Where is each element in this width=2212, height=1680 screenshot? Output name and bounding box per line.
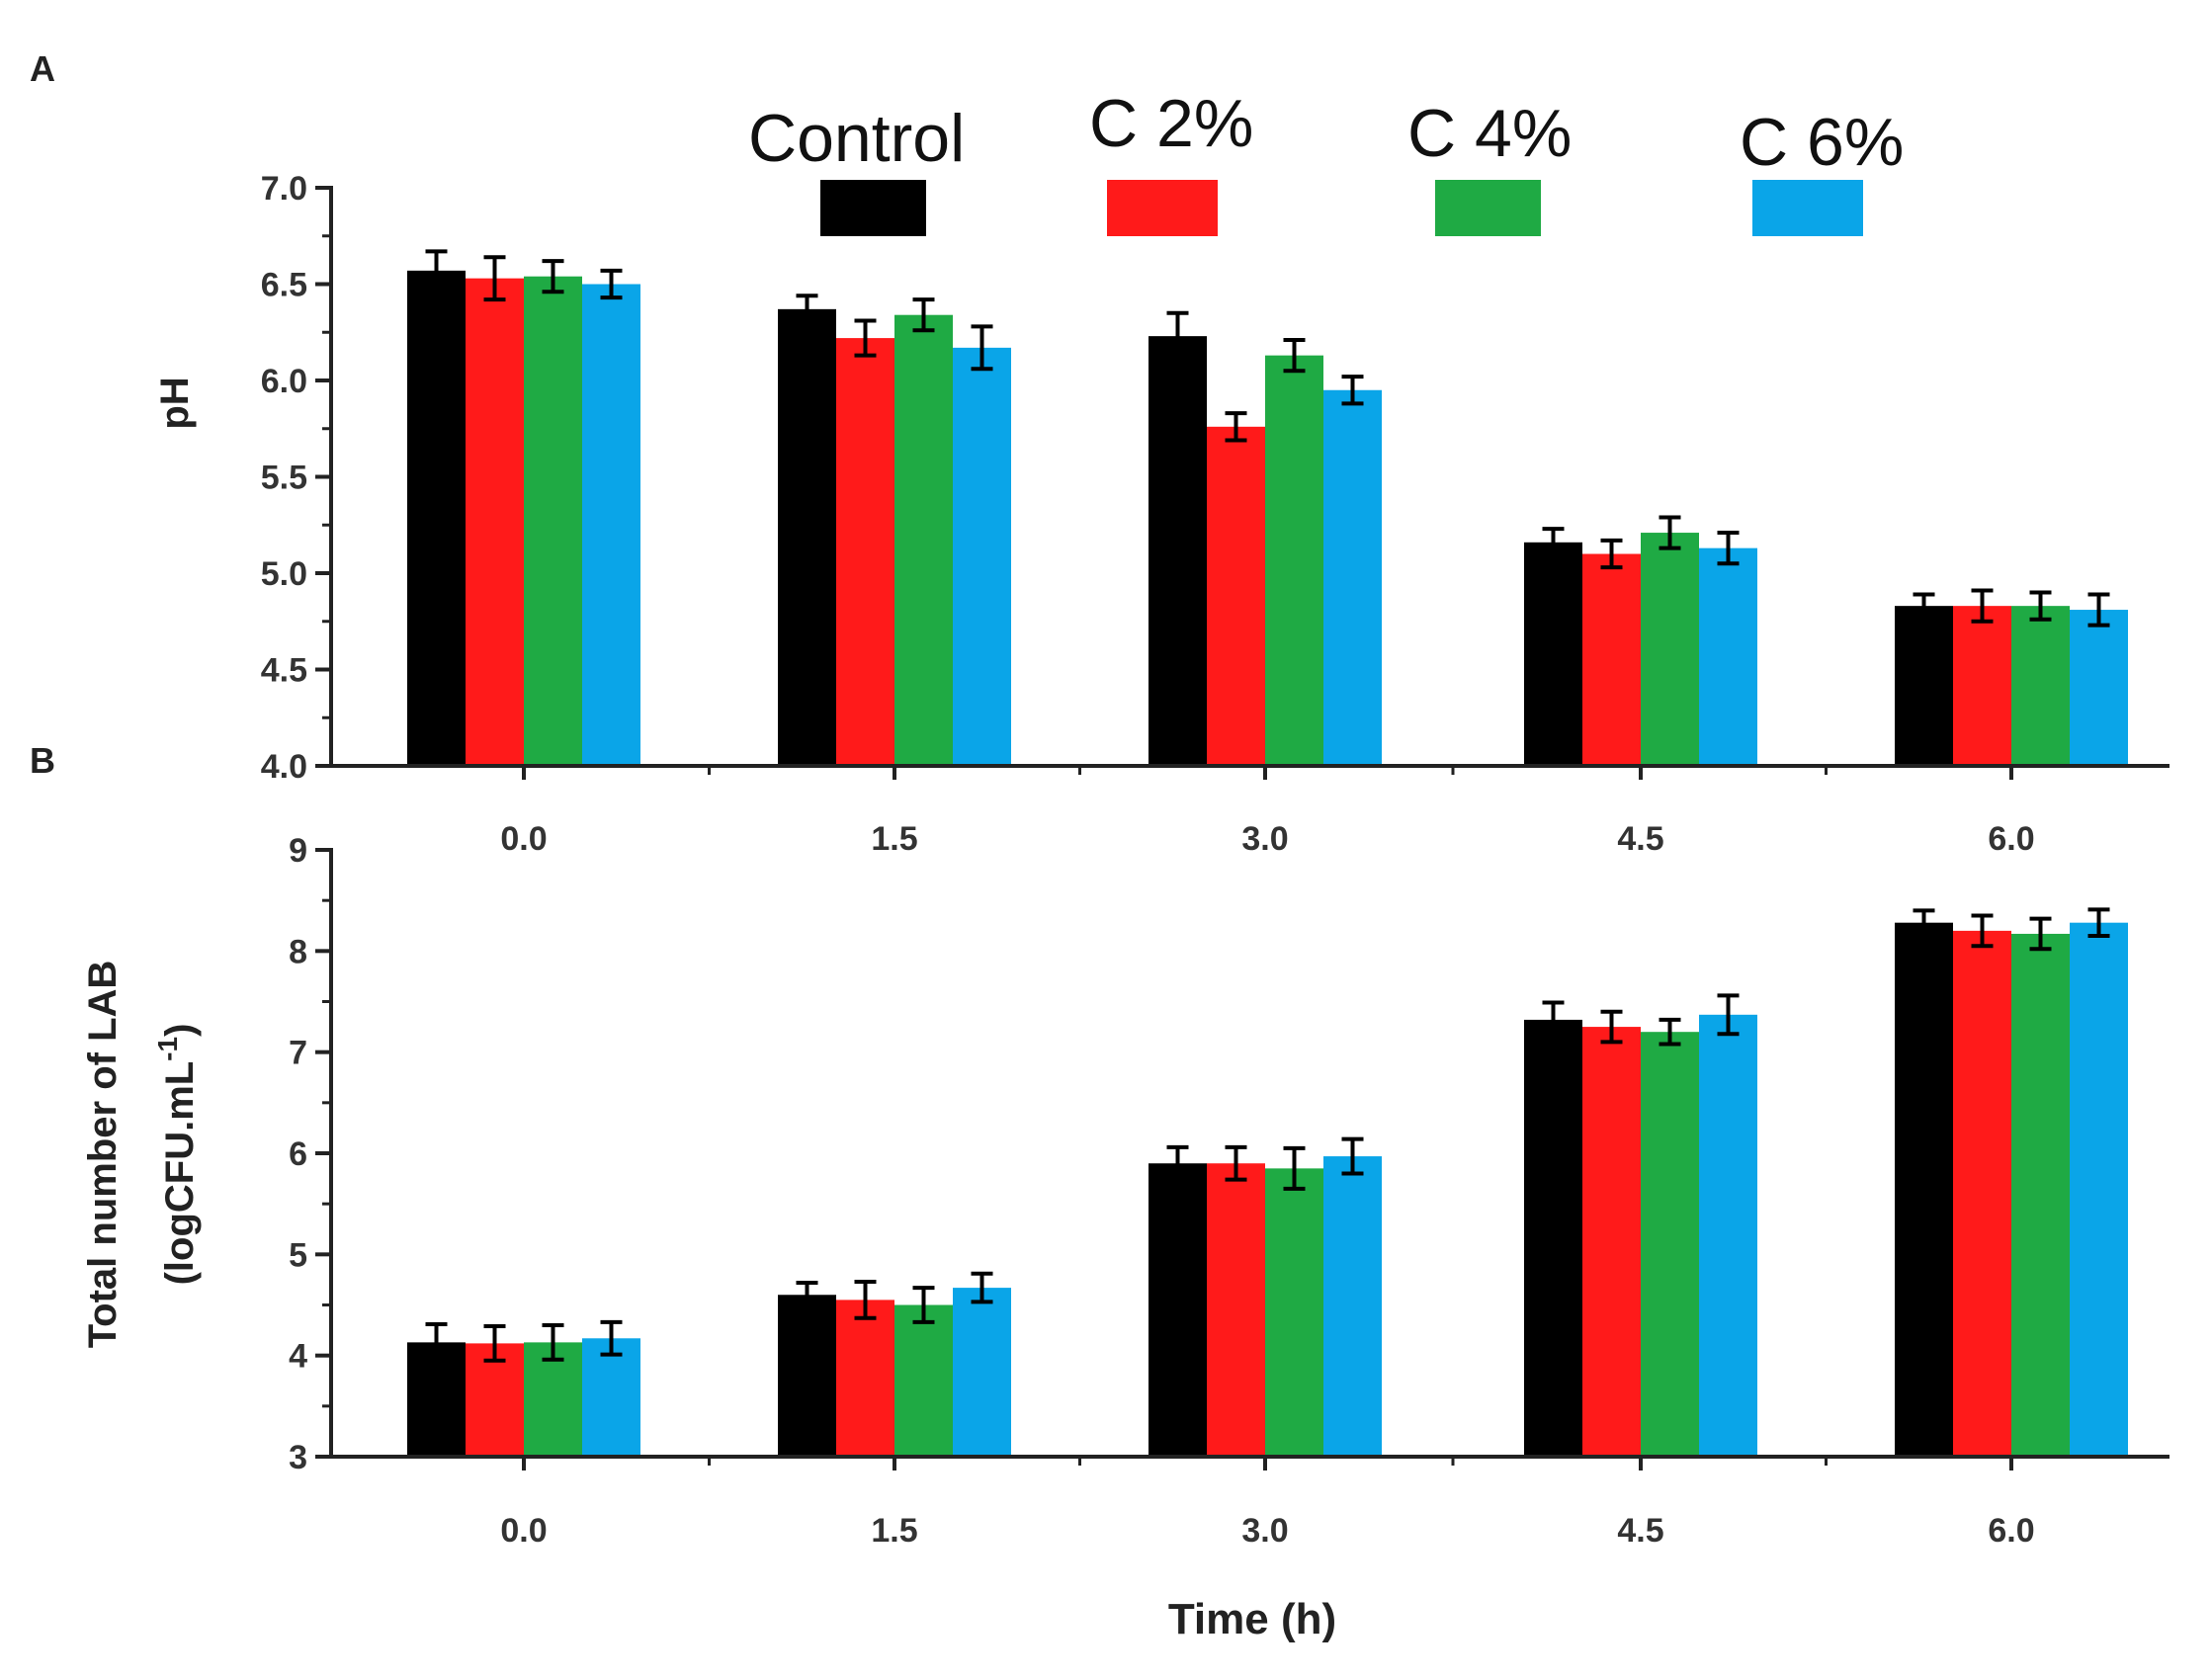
- panel-b-y-axis-label-line2: (logCFU.mL-1): [152, 1024, 202, 1286]
- panel-a-bar-3_0-series-1: [1207, 426, 1265, 766]
- panel-a-bar-4_5-series-3: [1699, 547, 1757, 766]
- panel-a-y-tick-label: 6.5: [261, 267, 307, 304]
- panel-b-y-tick-label: 8: [289, 933, 307, 970]
- panel-b-chart: 3 4 5 6 7 8 9 0.0 1.5 3.0 4.5 6.0: [289, 832, 2169, 1550]
- legend-label-c4: C 4%: [1407, 96, 1572, 171]
- panel-b-bar-6_0-series-2: [2011, 933, 2070, 1457]
- panel-b-bar-3_0-series-2: [1265, 1168, 1323, 1457]
- panel-a-bar-6_0-series-2: [2011, 606, 2070, 766]
- panel-a-y-tick-label: 5.0: [261, 555, 307, 593]
- panel-a-bar-0_0-series-1: [466, 278, 524, 766]
- panel-b-x-tick-label: 1.5: [871, 1512, 917, 1550]
- panel-b-y-tick-label: 3: [289, 1439, 307, 1476]
- panel-a-y-tick-label: 6.0: [261, 363, 307, 400]
- panel-b-y-tick-label: 4: [289, 1338, 307, 1376]
- panel-b-bar-3_0-series-1: [1207, 1163, 1265, 1457]
- panel-b-x-tick-label: 0.0: [500, 1512, 547, 1550]
- legend-label-control: Control: [748, 101, 965, 176]
- legend-swatch-c2: [1107, 180, 1218, 236]
- panel-b-y-tick-label: 9: [289, 832, 307, 870]
- panel-a-bar-1_5-series-2: [894, 314, 953, 766]
- panel-b-x-tick-label: 6.0: [1988, 1512, 2034, 1550]
- panel-a-x-tick-label: 6.0: [1988, 820, 2034, 858]
- panel-a-y-tick-label: 5.5: [261, 460, 307, 497]
- panel-b-y-tick-label: 6: [289, 1135, 307, 1173]
- panel-a-y-tick-label: 7.0: [261, 170, 307, 208]
- panel-a-y-tick-label: 4.5: [261, 652, 307, 690]
- panel-a-bar-6_0-series-0: [1895, 606, 1953, 766]
- panel-a-bar-1_5-series-0: [778, 308, 836, 766]
- panel-b-bar-6_0-series-1: [1953, 930, 2011, 1457]
- panel-b-bar-1_5-series-0: [778, 1295, 836, 1457]
- panel-a-letter: A: [30, 48, 55, 89]
- panel-a-x-tick-label: 1.5: [871, 820, 917, 858]
- legend-label-c6: C 6%: [1740, 105, 1904, 180]
- legend-swatch-control: [820, 180, 926, 236]
- panel-a-bar-4_5-series-2: [1641, 533, 1699, 766]
- panel-b-bar-4_5-series-0: [1524, 1019, 1582, 1457]
- panel-b-bar-3_0-series-3: [1323, 1156, 1382, 1457]
- panel-a-bar-1_5-series-1: [836, 338, 894, 766]
- panel-b-bar-4_5-series-2: [1641, 1032, 1699, 1457]
- panel-b-bar-1_5-series-1: [836, 1300, 894, 1457]
- panel-b-x-axis-label: Time (h): [1168, 1595, 1336, 1643]
- legend: Control C 2% C 4% C 6%: [748, 86, 1904, 236]
- panel-b-bar-6_0-series-0: [1895, 922, 1953, 1457]
- panel-b-y-axis-label-line1: Total number of LAB: [81, 961, 125, 1349]
- panel-b-bar-0_0-series-3: [582, 1338, 640, 1457]
- panel-b-x-tick-label: 3.0: [1241, 1512, 1288, 1550]
- panel-a-bar-0_0-series-0: [407, 270, 466, 766]
- panel-a-bar-4_5-series-0: [1524, 542, 1582, 766]
- panel-b-bar-1_5-series-3: [953, 1288, 1011, 1457]
- panel-b-bar-4_5-series-3: [1699, 1014, 1757, 1457]
- panel-b-bar-1_5-series-2: [894, 1304, 953, 1457]
- panel-a-bar-3_0-series-3: [1323, 389, 1382, 766]
- panel-a-x-tick-label: 4.5: [1617, 820, 1663, 858]
- legend-swatch-c6: [1752, 180, 1863, 236]
- panel-a-chart: 4.0 4.5 5.0 5.5 6.0 6.5 7.0 0.0 1.5 3.0 4.5 6.0: [261, 170, 2169, 858]
- legend-label-c2: C 2%: [1089, 86, 1253, 161]
- panel-b-letter: B: [30, 740, 55, 781]
- panel-b-bar-4_5-series-1: [1582, 1027, 1641, 1457]
- panel-b-y-axis-label-unit: (logCFU.mL: [158, 1061, 202, 1286]
- panel-b-bar-6_0-series-3: [2070, 922, 2128, 1457]
- legend-swatch-c4: [1435, 180, 1541, 236]
- panel-a-bar-4_5-series-1: [1582, 553, 1641, 766]
- panel-b-y-tick-label: 7: [289, 1035, 307, 1072]
- panel-b-y-tick-label: 5: [289, 1236, 307, 1274]
- panel-b-bar-3_0-series-0: [1149, 1163, 1207, 1457]
- panel-a-x-tick-label: 3.0: [1241, 820, 1288, 858]
- panel-a-bar-3_0-series-2: [1265, 355, 1323, 766]
- panel-a-x-tick-label: 0.0: [500, 820, 547, 858]
- panel-b-x-tick-label: 4.5: [1617, 1512, 1663, 1550]
- panel-a-bar-6_0-series-1: [1953, 606, 2011, 766]
- panel-a-bar-0_0-series-2: [524, 276, 582, 766]
- panel-a-bar-1_5-series-3: [953, 347, 1011, 766]
- panel-a-y-tick-label: 4.0: [261, 748, 307, 786]
- panel-a-bar-6_0-series-3: [2070, 610, 2128, 766]
- panel-b-y-axis-label-sup: -1: [152, 1037, 183, 1061]
- panel-a-y-axis-label: pH: [153, 377, 197, 429]
- panel-a-bar-0_0-series-3: [582, 284, 640, 766]
- panel-b-y-axis-label-close: ): [158, 1024, 202, 1037]
- panel-a-bar-3_0-series-0: [1149, 336, 1207, 766]
